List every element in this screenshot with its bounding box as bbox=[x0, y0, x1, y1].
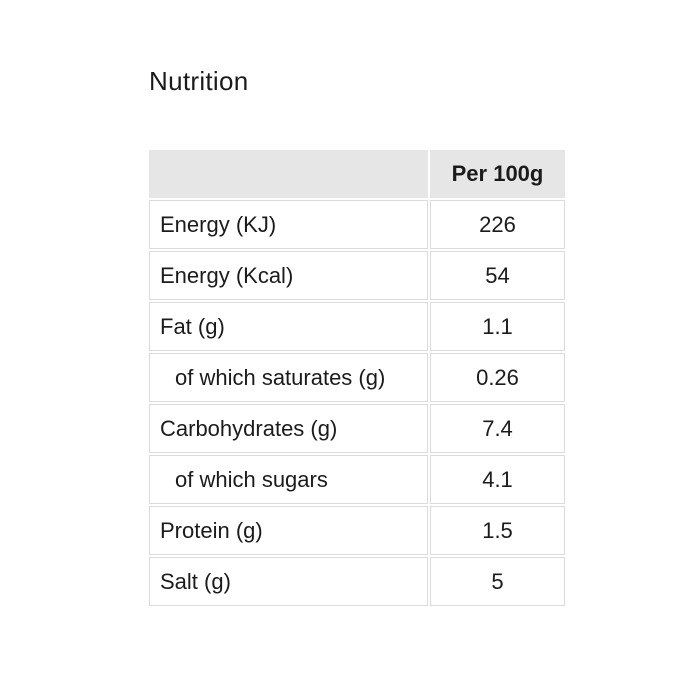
nutrient-label: Carbohydrates (g) bbox=[149, 404, 428, 453]
nutrient-label: Protein (g) bbox=[149, 506, 428, 555]
table-row: Energy (Kcal) 54 bbox=[149, 251, 565, 300]
nutrient-label: of which sugars bbox=[149, 455, 428, 504]
table-row: Carbohydrates (g) 7.4 bbox=[149, 404, 565, 453]
nutrient-label: of which saturates (g) bbox=[149, 353, 428, 402]
nutrient-value: 226 bbox=[430, 200, 565, 249]
nutrition-table: Per 100g Energy (KJ) 226 Energy (Kcal) 5… bbox=[147, 148, 567, 608]
nutrient-value: 0.26 bbox=[430, 353, 565, 402]
nutrient-value: 1.5 bbox=[430, 506, 565, 555]
nutrient-value: 4.1 bbox=[430, 455, 565, 504]
table-header-row: Per 100g bbox=[149, 150, 565, 198]
table-row: of which sugars 4.1 bbox=[149, 455, 565, 504]
nutrient-label: Fat (g) bbox=[149, 302, 428, 351]
table-row: of which saturates (g) 0.26 bbox=[149, 353, 565, 402]
nutrient-value: 7.4 bbox=[430, 404, 565, 453]
nutrient-label: Salt (g) bbox=[149, 557, 428, 606]
nutrient-column-header bbox=[149, 150, 428, 198]
nutrient-value: 1.1 bbox=[430, 302, 565, 351]
nutrient-label: Energy (Kcal) bbox=[149, 251, 428, 300]
nutrient-value: 5 bbox=[430, 557, 565, 606]
table-row: Protein (g) 1.5 bbox=[149, 506, 565, 555]
nutrient-value: 54 bbox=[430, 251, 565, 300]
nutrient-label: Energy (KJ) bbox=[149, 200, 428, 249]
table-row: Salt (g) 5 bbox=[149, 557, 565, 606]
table-row: Energy (KJ) 226 bbox=[149, 200, 565, 249]
per-100g-column-header: Per 100g bbox=[430, 150, 565, 198]
page-title: Nutrition bbox=[149, 66, 249, 96]
table-row: Fat (g) 1.1 bbox=[149, 302, 565, 351]
